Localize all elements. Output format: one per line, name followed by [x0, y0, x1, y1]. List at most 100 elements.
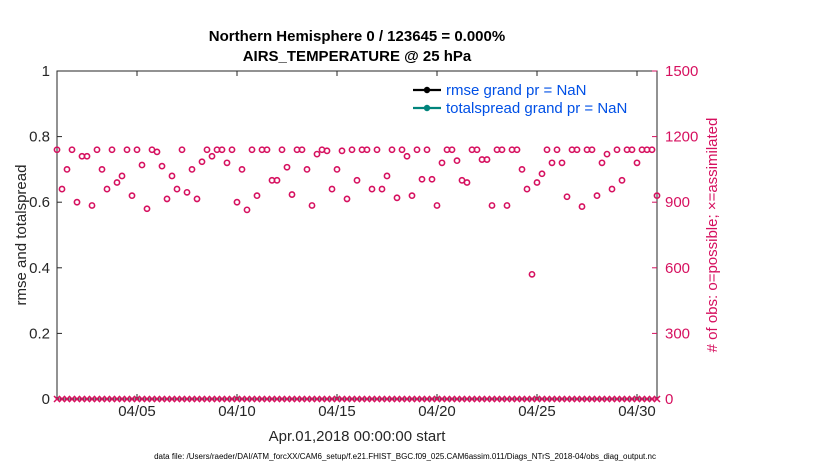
obs-possible-marker — [483, 156, 491, 163]
obs-possible-marker — [243, 206, 251, 214]
obs-possible-marker — [233, 198, 241, 206]
obs-possible-marker — [228, 146, 236, 154]
data-file-footer: data file: /Users/raeder/DAI/ATM_forcXX/… — [154, 452, 656, 461]
obs-possible-marker — [263, 146, 271, 154]
right-tick-label: 900 — [665, 194, 690, 211]
obs-possible-marker — [218, 146, 226, 154]
obs-possible-marker — [343, 195, 351, 203]
obs-possible-marker — [498, 146, 506, 154]
y-axis-right-label: # of obs: o=possible; ×=assimilated — [704, 118, 721, 353]
obs-possible-marker — [283, 163, 291, 171]
obs-possible-marker — [423, 146, 431, 154]
x-axis: 04/05 04/10 04/15 04/20 04/25 04/30 — [118, 71, 656, 420]
obs-assimilated-series — [53, 395, 661, 403]
obs-possible-marker — [538, 170, 546, 178]
obs-possible-marker — [518, 165, 526, 173]
obs-possible-marker — [353, 176, 361, 184]
obs-possible-marker — [168, 172, 176, 180]
obs-possible-marker — [88, 202, 96, 209]
right-axis: 0 300 600 900 1200 1500 — [652, 63, 698, 408]
obs-possible-marker — [83, 152, 91, 160]
right-tick-label: 0 — [665, 391, 673, 408]
obs-possible-marker — [223, 159, 231, 167]
obs-possible-marker — [308, 202, 316, 209]
obs-possible-marker — [433, 202, 441, 209]
obs-possible-marker — [253, 192, 261, 200]
left-tick-label: 0.2 — [29, 325, 50, 342]
legend: rmse grand pr = NaN totalspread grand pr… — [409, 76, 651, 120]
legend-box — [409, 76, 651, 120]
obs-possible-marker — [543, 146, 551, 154]
left-tick-label: 0.4 — [29, 260, 50, 277]
x-axis-label: Apr.01,2018 00:00:00 start — [269, 428, 447, 445]
obs-possible-marker — [163, 195, 171, 203]
obs-possible-marker — [603, 150, 611, 158]
x-tick-label: 04/15 — [318, 403, 356, 420]
obs-possible-marker — [288, 191, 296, 198]
left-axis: 0 0.2 0.4 0.6 0.8 1 — [29, 63, 62, 408]
obs-possible-marker — [408, 192, 416, 200]
left-tick-label: 0 — [42, 391, 50, 408]
obs-possible-marker — [648, 146, 656, 154]
obs-possible-marker — [328, 185, 336, 193]
obs-assimilated-stroke — [653, 395, 661, 403]
obs-possible-marker — [398, 146, 406, 154]
obs-possible-marker — [608, 185, 616, 193]
obs-possible-marker — [378, 185, 386, 193]
right-tick-label: 300 — [665, 325, 690, 342]
obs-possible-marker — [393, 194, 401, 202]
obs-possible-marker — [573, 146, 581, 154]
obs-possible-marker — [338, 147, 346, 155]
chart-title-line2: AIRS_TEMPERATURE @ 25 hPa — [243, 48, 472, 65]
obs-possible-marker — [368, 185, 376, 193]
obs-possible-series — [53, 146, 661, 278]
obs-possible-marker — [313, 150, 321, 158]
obs-possible-marker — [128, 192, 136, 200]
x-tick-label: 04/05 — [118, 403, 156, 420]
x-tick-label: 04/30 — [618, 403, 656, 420]
obs-possible-marker — [153, 148, 161, 156]
right-tick-label: 1500 — [665, 63, 698, 80]
obs-possible-marker — [373, 146, 381, 154]
x-tick-label: 04/25 — [518, 403, 556, 420]
obs-possible-marker — [473, 146, 481, 154]
obs-possible-marker — [63, 165, 71, 173]
left-tick-label: 0.8 — [29, 129, 50, 146]
obs-possible-marker — [628, 146, 636, 154]
obs-possible-marker — [363, 146, 371, 154]
obs-possible-marker — [553, 146, 561, 154]
obs-possible-marker — [503, 202, 511, 209]
obs-possible-marker — [133, 146, 141, 154]
chart-title-line1: Northern Hemisphere 0 / 123645 = 0.000% — [209, 28, 505, 45]
right-tick-label: 600 — [665, 260, 690, 277]
obs-possible-marker — [278, 146, 286, 154]
obs-possible-marker — [613, 146, 621, 154]
obs-possible-marker — [593, 192, 601, 200]
obs-possible-marker — [93, 146, 101, 154]
obs-possible-marker — [558, 159, 566, 167]
obs-possible-marker — [323, 147, 331, 155]
x-tick-label: 04/20 — [418, 403, 456, 420]
obs-possible-marker — [523, 185, 531, 193]
obs-possible-marker — [73, 198, 81, 206]
legend-rmse-label: rmse grand pr = NaN — [446, 82, 586, 99]
obs-possible-marker — [388, 146, 396, 154]
obs-possible-marker — [578, 203, 586, 210]
obs-possible-marker — [173, 185, 181, 193]
obs-possible-marker — [273, 176, 281, 184]
obs-possible-marker — [428, 175, 436, 183]
obs-possible-marker — [453, 157, 461, 165]
obs-possible-marker — [193, 195, 201, 203]
obs-possible-marker — [488, 202, 496, 209]
obs-possible-marker — [103, 185, 111, 193]
obs-possible-marker — [248, 146, 256, 154]
obs-possible-marker — [403, 152, 411, 160]
obs-possible-marker — [633, 159, 641, 167]
legend-rmse-marker — [423, 86, 431, 94]
legend-spread-label: totalspread grand pr = NaN — [446, 100, 627, 117]
obs-possible-marker — [588, 146, 596, 154]
obs-possible-marker — [203, 146, 211, 154]
obs-possible-marker — [303, 165, 311, 173]
obs-possible-marker — [183, 188, 191, 196]
